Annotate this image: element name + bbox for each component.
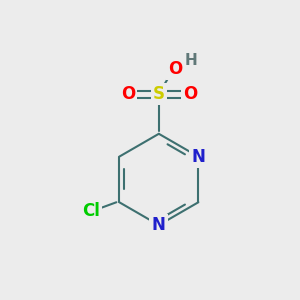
Text: S: S [153,85,165,103]
Text: O: O [168,60,182,78]
Text: O: O [183,85,197,103]
Text: H: H [185,53,198,68]
Text: N: N [152,216,166,234]
Text: N: N [191,148,205,166]
Text: O: O [121,85,135,103]
Text: Cl: Cl [82,202,100,220]
